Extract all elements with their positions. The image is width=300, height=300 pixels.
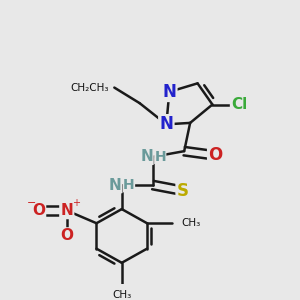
Text: O: O bbox=[208, 146, 223, 164]
Text: H: H bbox=[154, 150, 166, 164]
Text: N: N bbox=[140, 149, 153, 164]
Text: CH₃: CH₃ bbox=[112, 290, 131, 300]
Text: +: + bbox=[72, 198, 80, 208]
Text: −: − bbox=[26, 198, 36, 208]
Text: O: O bbox=[60, 228, 73, 243]
Text: Cl: Cl bbox=[231, 97, 247, 112]
Text: N: N bbox=[60, 203, 73, 218]
Text: CH₂CH₃: CH₂CH₃ bbox=[70, 82, 108, 93]
Text: N: N bbox=[162, 83, 176, 101]
Text: S: S bbox=[177, 182, 189, 200]
Text: N: N bbox=[159, 115, 173, 133]
Text: O: O bbox=[32, 203, 45, 218]
Text: H: H bbox=[123, 178, 135, 192]
Text: N: N bbox=[109, 178, 122, 193]
Text: CH₃: CH₃ bbox=[181, 218, 200, 228]
